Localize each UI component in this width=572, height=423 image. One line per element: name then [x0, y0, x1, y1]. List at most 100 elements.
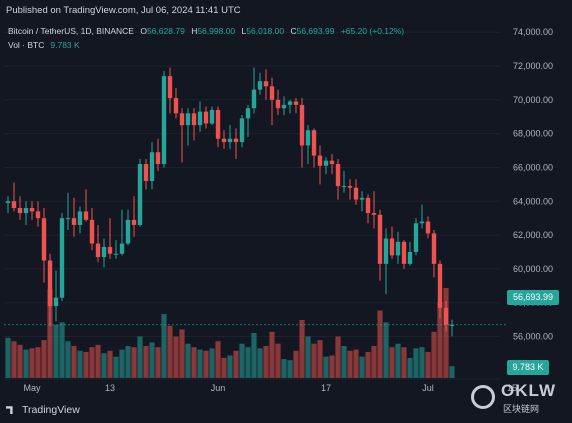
volume-bar — [185, 343, 191, 378]
close-label: C — [290, 26, 297, 36]
candle-body — [89, 219, 95, 244]
candle-body — [119, 243, 125, 254]
volume-bar — [29, 348, 35, 378]
candle-body — [41, 218, 47, 261]
volume-bar — [377, 310, 383, 378]
candle-body — [17, 208, 23, 214]
volume-bar — [125, 346, 131, 378]
time-axis[interactable]: May 13 Jun 17 Jul 15 — [4, 378, 517, 393]
candle-body — [335, 164, 341, 187]
candle-body — [299, 104, 305, 146]
volume-bar — [239, 343, 245, 378]
volume-bar — [335, 336, 341, 378]
candle-body — [209, 109, 215, 124]
candle-body — [419, 221, 425, 224]
volume-bar — [251, 333, 257, 378]
candle-body — [281, 104, 287, 109]
x-tick-label: 17 — [321, 383, 331, 393]
open-label: O — [140, 26, 147, 36]
candle-body — [149, 152, 155, 181]
candle-body — [287, 101, 293, 105]
volume-bar — [341, 346, 347, 378]
volume-bar — [287, 360, 293, 378]
volume-bar — [155, 347, 161, 378]
y-tick-label: 56,000.00 — [513, 332, 553, 342]
candle-body — [107, 246, 113, 254]
volume-value: 9.783 K — [50, 40, 80, 50]
volume-bar — [305, 336, 311, 378]
candle-body — [173, 98, 179, 114]
y-tick-label: 72,000.00 — [513, 61, 553, 71]
volume-bar — [101, 353, 107, 378]
candle-body — [317, 155, 323, 166]
candle-body — [131, 219, 137, 225]
candle-body — [293, 101, 299, 105]
candle-body — [395, 241, 401, 256]
volume-bar — [65, 341, 71, 378]
candle-body — [305, 130, 311, 146]
candle-body — [323, 160, 329, 166]
candle-body — [425, 221, 431, 234]
candle-body — [11, 201, 17, 209]
candle-body — [359, 197, 365, 200]
grid-lines — [4, 31, 500, 338]
volume-bar — [119, 349, 125, 378]
volume-bar — [437, 302, 443, 378]
open-value: 56,628.79 — [146, 26, 185, 36]
candle-body — [377, 214, 383, 264]
volume-bar — [95, 344, 101, 378]
volume-bar — [47, 289, 53, 378]
tradingview-logo-text: TradingView — [22, 404, 80, 416]
y-tick-label: 62,000.00 — [513, 230, 553, 240]
watermark: OKLW 区块链网 — [467, 381, 567, 419]
candle-body — [239, 118, 245, 143]
candle-body — [95, 243, 101, 258]
last-volume-tag: 9.783 K — [507, 360, 549, 375]
tradingview-logo[interactable]: TradingView — [6, 404, 80, 416]
volume-bar — [389, 347, 395, 378]
y-tick-label: 66,000.00 — [513, 162, 553, 172]
volume-bar — [431, 331, 437, 378]
candle-body — [251, 89, 257, 109]
volume-bar — [35, 347, 41, 378]
candle-body — [449, 324, 455, 326]
candle-body — [29, 208, 35, 212]
volume-legend: Vol · BTC 9.783 K — [8, 40, 80, 50]
candle-body — [401, 241, 407, 264]
candle-body — [5, 201, 11, 203]
volume-bar — [275, 343, 281, 378]
candle-body — [191, 113, 197, 126]
candle-body — [161, 76, 167, 165]
volume-bar — [449, 366, 455, 378]
x-tick-label: May — [23, 383, 41, 393]
volume-bar — [17, 344, 23, 378]
candle-body — [233, 138, 239, 143]
high-value: 56,998.00 — [197, 26, 236, 36]
candle-body — [125, 219, 131, 244]
candle-body — [431, 233, 437, 264]
candle-body — [389, 238, 395, 256]
volume-bar — [215, 341, 221, 378]
volume-bar — [89, 347, 95, 378]
candle-body — [59, 218, 65, 298]
low-label: L — [241, 26, 247, 36]
candle-body — [179, 113, 185, 126]
top-bar: Published on TradingView.com, Jul 06, 20… — [0, 0, 572, 22]
volume-bar — [41, 340, 47, 378]
volume-bar — [359, 356, 365, 378]
volume-bar — [113, 356, 119, 378]
volume-bar — [311, 343, 317, 378]
candle-body — [155, 152, 161, 165]
y-tick-label: 74,000.00 — [513, 27, 553, 37]
volume-bar — [323, 356, 329, 378]
volume-bar — [371, 346, 377, 378]
candle-body — [203, 111, 209, 124]
volume-bar — [221, 357, 227, 378]
y-tick-label: 68,000.00 — [513, 129, 553, 139]
candle-body — [143, 164, 149, 181]
last-price-tag: 56,693.99 — [507, 290, 559, 305]
watermark-text: OKLW — [501, 381, 556, 400]
candle-body — [407, 252, 413, 264]
volume-bar — [209, 348, 215, 378]
